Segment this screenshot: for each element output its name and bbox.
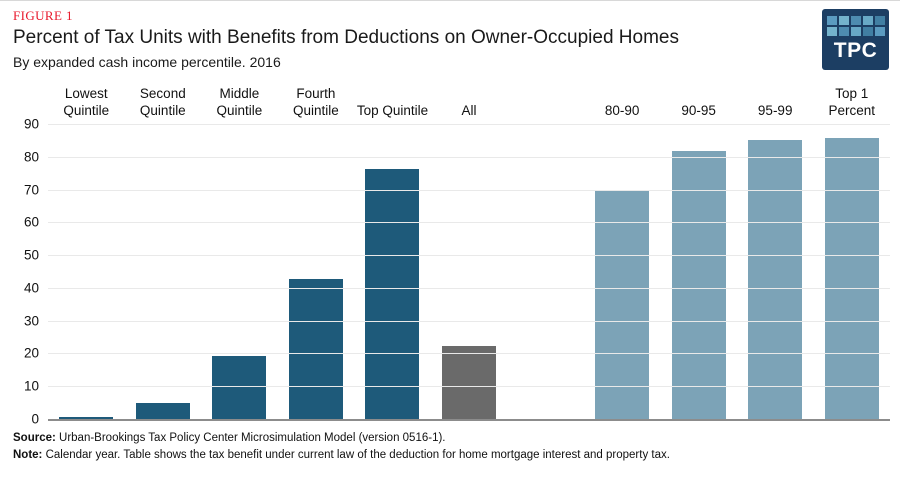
- page-subtitle: By expanded cash income percentile. 2016: [13, 54, 281, 70]
- gridline-40: [48, 287, 890, 289]
- bar-80-90: [595, 190, 650, 419]
- label-slot-lowest-quintile: Lowest Quintile: [48, 86, 125, 120]
- bar-lowest-quintile: [59, 416, 114, 419]
- bar-slot-90-95: [660, 150, 737, 419]
- bar-slot-middle-quintile: [201, 355, 278, 419]
- plot-wrap: 0 10 20 30 40 50 60 70 80 90: [6, 117, 890, 427]
- logo-grid-cell: [850, 16, 861, 25]
- bar-chart: Lowest Quintile Second Quintile Middle Quinti…: [6, 80, 890, 427]
- footer: Source: Urban-Brookings Tax Policy Cente…: [13, 430, 900, 465]
- top-divider: [0, 0, 900, 1]
- y-tick-50: 50: [23, 247, 39, 263]
- gridline-50: [48, 255, 890, 257]
- logo-grid-cell: [874, 27, 885, 36]
- bar-slot-fourth-quintile: [278, 278, 355, 419]
- category-label-top-1-percent: Top 1 Percent: [828, 86, 875, 119]
- label-slot-80-90: 80-90: [584, 103, 661, 120]
- gridline-60: [48, 222, 890, 224]
- label-slot-all: All: [431, 103, 508, 120]
- y-axis: 0 10 20 30 40 50 60 70 80 90: [6, 117, 48, 427]
- source-text: Urban-Brookings Tax Policy Center Micros…: [55, 432, 446, 444]
- gridline-30: [48, 320, 890, 322]
- category-label-second-quintile: Second Quintile: [139, 86, 186, 119]
- bar-all: [442, 345, 496, 419]
- logo-grid-cell: [826, 16, 837, 25]
- category-label-90-95: 90-95: [681, 103, 716, 119]
- header: FIGURE 1 Percent of Tax Units with Benef…: [0, 1, 900, 70]
- y-tick-30: 30: [23, 313, 39, 329]
- gridline-70: [48, 189, 890, 191]
- logo-grid-cell: [850, 27, 861, 36]
- tpc-logo-grid-icon: [826, 16, 885, 36]
- note-label: Note:: [13, 449, 43, 462]
- y-tick-40: 40: [23, 280, 39, 296]
- bar-top-1-percent: [824, 137, 879, 419]
- bar-second-quintile: [135, 402, 190, 419]
- note-line: Note: Calendar year. Table shows the tax…: [13, 447, 900, 464]
- y-tick-60: 60: [23, 214, 39, 230]
- logo-grid-cell: [874, 16, 885, 25]
- label-slot-90-95: 90-95: [660, 103, 737, 120]
- tpc-logo: TPC: [822, 9, 889, 70]
- y-tick-70: 70: [23, 182, 39, 198]
- logo-grid-cell: [862, 27, 873, 36]
- label-slot-second-quintile: Second Quintile: [125, 86, 202, 120]
- bar-slot-80-90: [584, 190, 661, 419]
- y-tick-10: 10: [23, 378, 39, 394]
- gridline-20: [48, 353, 890, 355]
- y-tick-90: 90: [23, 116, 39, 132]
- logo-grid-cell: [838, 27, 849, 36]
- category-labels: Lowest Quintile Second Quintile Middle Quinti…: [48, 80, 890, 124]
- label-slot-middle-quintile: Middle Quintile: [201, 86, 278, 120]
- source-line: Source: Urban-Brookings Tax Policy Cente…: [13, 430, 900, 447]
- bar-slot-lowest-quintile: [48, 416, 125, 419]
- category-label-fourth-quintile: Fourth Quintile: [293, 86, 339, 119]
- label-slot-fourth-quintile: Fourth Quintile: [278, 86, 355, 120]
- bar-95-99: [748, 140, 803, 419]
- logo-grid-cell: [826, 27, 837, 36]
- plot-area: [48, 124, 890, 421]
- figure-label: FIGURE 1: [13, 8, 73, 23]
- bar-row: [48, 124, 890, 419]
- tpc-logo-text: TPC: [833, 39, 878, 62]
- bar-90-95: [671, 150, 726, 419]
- bar-fourth-quintile: [288, 278, 343, 419]
- category-label-80-90: 80-90: [604, 103, 640, 119]
- label-slot-top-1-percent: Top 1 Percent: [813, 86, 890, 120]
- logo-grid-cell: [838, 16, 849, 25]
- label-slot-top-quintile: Top Quintile: [354, 103, 431, 120]
- gridline-10: [48, 386, 890, 388]
- page-title: Percent of Tax Units with Benefits from …: [13, 27, 679, 48]
- category-label-top-quintile: Top Quintile: [356, 103, 429, 119]
- source-label: Source:: [13, 432, 56, 444]
- category-label-95-99: 95-99: [757, 103, 793, 119]
- label-slot-95-99: 95-99: [737, 103, 814, 120]
- y-tick-0: 0: [31, 411, 39, 427]
- gridline-90: [48, 124, 890, 125]
- note-text: Calendar year. Table shows the tax benef…: [42, 449, 670, 462]
- category-label-all: All: [461, 103, 477, 119]
- category-label-middle-quintile: Middle Quintile: [216, 86, 263, 119]
- gridline-80: [48, 156, 890, 158]
- bar-top-quintile: [365, 168, 420, 419]
- bar-middle-quintile: [212, 355, 267, 419]
- y-tick-20: 20: [23, 345, 39, 361]
- bar-slot-second-quintile: [125, 402, 202, 419]
- category-label-lowest-quintile: Lowest Quintile: [63, 86, 110, 119]
- bar-slot-all: [431, 345, 508, 419]
- logo-grid-cell: [862, 16, 873, 25]
- bar-slot-95-99: [737, 140, 814, 419]
- bar-slot-top-1-percent: [813, 137, 890, 419]
- bar-slot-top-quintile: [354, 168, 431, 419]
- y-tick-80: 80: [23, 149, 39, 165]
